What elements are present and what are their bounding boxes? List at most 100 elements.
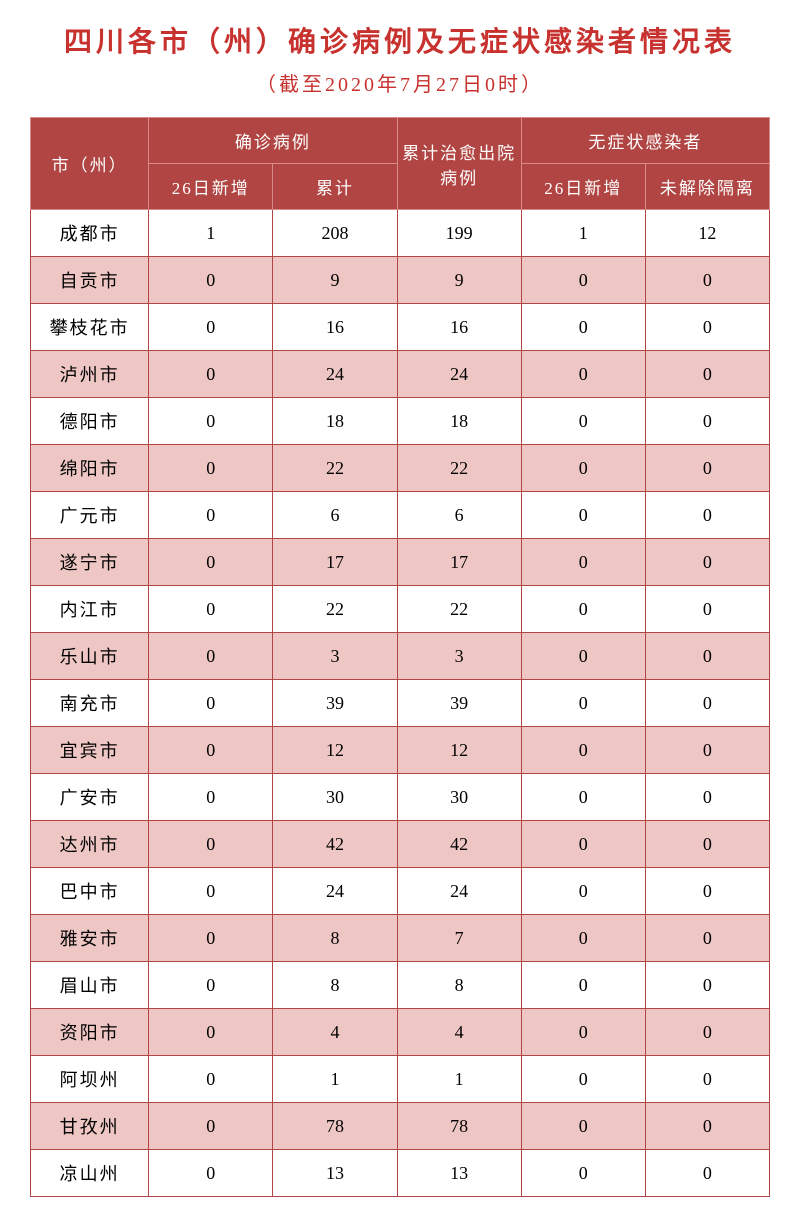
cell-asym-new: 0 (521, 398, 645, 445)
cell-asym-new: 0 (521, 1009, 645, 1056)
table-row: 雅安市08700 (31, 915, 770, 962)
cell-new: 0 (149, 1056, 273, 1103)
cell-not-released: 0 (645, 868, 769, 915)
cell-city: 绵阳市 (31, 445, 149, 492)
table-row: 成都市1208199112 (31, 210, 770, 257)
cell-cumulative: 30 (273, 774, 397, 821)
cell-city: 广元市 (31, 492, 149, 539)
cell-cumulative: 18 (273, 398, 397, 445)
cell-discharged: 24 (397, 351, 521, 398)
cell-discharged: 1 (397, 1056, 521, 1103)
cell-new: 0 (149, 539, 273, 586)
cases-table: 市（州） 确诊病例 累计治愈出院病例 无症状感染者 26日新增 累计 26日新增… (30, 117, 770, 1197)
cell-cumulative: 1 (273, 1056, 397, 1103)
cell-discharged: 12 (397, 727, 521, 774)
cell-not-released: 0 (645, 1009, 769, 1056)
cell-asym-new: 0 (521, 868, 645, 915)
cell-cumulative: 12 (273, 727, 397, 774)
table-row: 遂宁市0171700 (31, 539, 770, 586)
cell-not-released: 0 (645, 821, 769, 868)
table-row: 凉山州0131300 (31, 1150, 770, 1197)
cell-new: 0 (149, 821, 273, 868)
cell-not-released: 0 (645, 304, 769, 351)
cell-asym-new: 0 (521, 727, 645, 774)
cell-city: 凉山州 (31, 1150, 149, 1197)
cell-asym-new: 0 (521, 445, 645, 492)
cell-asym-new: 0 (521, 821, 645, 868)
cell-asym-new: 0 (521, 633, 645, 680)
cell-cumulative: 6 (273, 492, 397, 539)
th-asym-new-26: 26日新增 (521, 164, 645, 210)
cell-new: 1 (149, 210, 273, 257)
cell-asym-new: 0 (521, 351, 645, 398)
th-confirmed-group: 确诊病例 (149, 118, 397, 164)
th-asymptomatic-group: 无症状感染者 (521, 118, 769, 164)
cell-city: 达州市 (31, 821, 149, 868)
cell-discharged: 18 (397, 398, 521, 445)
cell-new: 0 (149, 304, 273, 351)
cell-cumulative: 42 (273, 821, 397, 868)
cell-asym-new: 0 (521, 1150, 645, 1197)
cell-city: 广安市 (31, 774, 149, 821)
th-city: 市（州） (31, 118, 149, 210)
cell-not-released: 0 (645, 586, 769, 633)
cell-cumulative: 78 (273, 1103, 397, 1150)
cell-not-released: 0 (645, 398, 769, 445)
cell-discharged: 16 (397, 304, 521, 351)
cell-discharged: 24 (397, 868, 521, 915)
table-row: 泸州市0242400 (31, 351, 770, 398)
cell-new: 0 (149, 962, 273, 1009)
cell-asym-new: 0 (521, 304, 645, 351)
cell-discharged: 199 (397, 210, 521, 257)
cell-discharged: 3 (397, 633, 521, 680)
cell-new: 0 (149, 586, 273, 633)
cell-cumulative: 24 (273, 351, 397, 398)
cell-city: 甘孜州 (31, 1103, 149, 1150)
table-row: 乐山市03300 (31, 633, 770, 680)
cell-new: 0 (149, 868, 273, 915)
table-row: 广元市06600 (31, 492, 770, 539)
table-row: 甘孜州0787800 (31, 1103, 770, 1150)
th-discharged: 累计治愈出院病例 (397, 118, 521, 210)
cell-not-released: 0 (645, 1103, 769, 1150)
cell-discharged: 9 (397, 257, 521, 304)
cell-asym-new: 0 (521, 774, 645, 821)
cell-asym-new: 0 (521, 962, 645, 1009)
cell-discharged: 39 (397, 680, 521, 727)
cell-city: 自贡市 (31, 257, 149, 304)
cell-city: 攀枝花市 (31, 304, 149, 351)
cell-discharged: 13 (397, 1150, 521, 1197)
table-header: 市（州） 确诊病例 累计治愈出院病例 无症状感染者 26日新增 累计 26日新增… (31, 118, 770, 210)
cell-not-released: 0 (645, 1056, 769, 1103)
cell-asym-new: 0 (521, 1056, 645, 1103)
cell-cumulative: 8 (273, 962, 397, 1009)
cell-cumulative: 22 (273, 445, 397, 492)
cell-discharged: 8 (397, 962, 521, 1009)
cell-cumulative: 24 (273, 868, 397, 915)
cell-not-released: 12 (645, 210, 769, 257)
cell-discharged: 30 (397, 774, 521, 821)
cell-asym-new: 0 (521, 257, 645, 304)
table-body: 成都市1208199112自贡市09900攀枝花市0161600泸州市02424… (31, 210, 770, 1197)
cell-new: 0 (149, 1150, 273, 1197)
cell-new: 0 (149, 633, 273, 680)
cell-city: 资阳市 (31, 1009, 149, 1056)
cell-city: 遂宁市 (31, 539, 149, 586)
cell-new: 0 (149, 492, 273, 539)
cell-discharged: 78 (397, 1103, 521, 1150)
cell-city: 阿坝州 (31, 1056, 149, 1103)
table-row: 巴中市0242400 (31, 868, 770, 915)
cell-city: 雅安市 (31, 915, 149, 962)
th-cumulative: 累计 (273, 164, 397, 210)
table-row: 自贡市09900 (31, 257, 770, 304)
cell-not-released: 0 (645, 351, 769, 398)
cell-asym-new: 0 (521, 492, 645, 539)
page-subtitle: （截至2020年7月27日0时） (30, 68, 770, 97)
cell-cumulative: 9 (273, 257, 397, 304)
cell-city: 眉山市 (31, 962, 149, 1009)
cell-discharged: 22 (397, 445, 521, 492)
cell-cumulative: 208 (273, 210, 397, 257)
cell-city: 内江市 (31, 586, 149, 633)
table-row: 眉山市08800 (31, 962, 770, 1009)
cell-cumulative: 13 (273, 1150, 397, 1197)
